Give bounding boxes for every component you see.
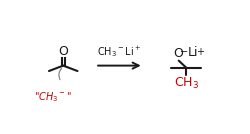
Text: −: − bbox=[180, 47, 188, 57]
Text: Li: Li bbox=[188, 46, 198, 59]
Text: O: O bbox=[58, 45, 68, 58]
Text: "CH$_3$$^-$": "CH$_3$$^-$" bbox=[34, 90, 72, 104]
Text: +: + bbox=[196, 47, 204, 57]
FancyArrowPatch shape bbox=[59, 69, 62, 80]
Text: CH$_3$$^-$Li$^+$: CH$_3$$^-$Li$^+$ bbox=[97, 44, 142, 59]
Text: CH$_3$: CH$_3$ bbox=[174, 76, 199, 91]
Text: O: O bbox=[173, 47, 183, 60]
